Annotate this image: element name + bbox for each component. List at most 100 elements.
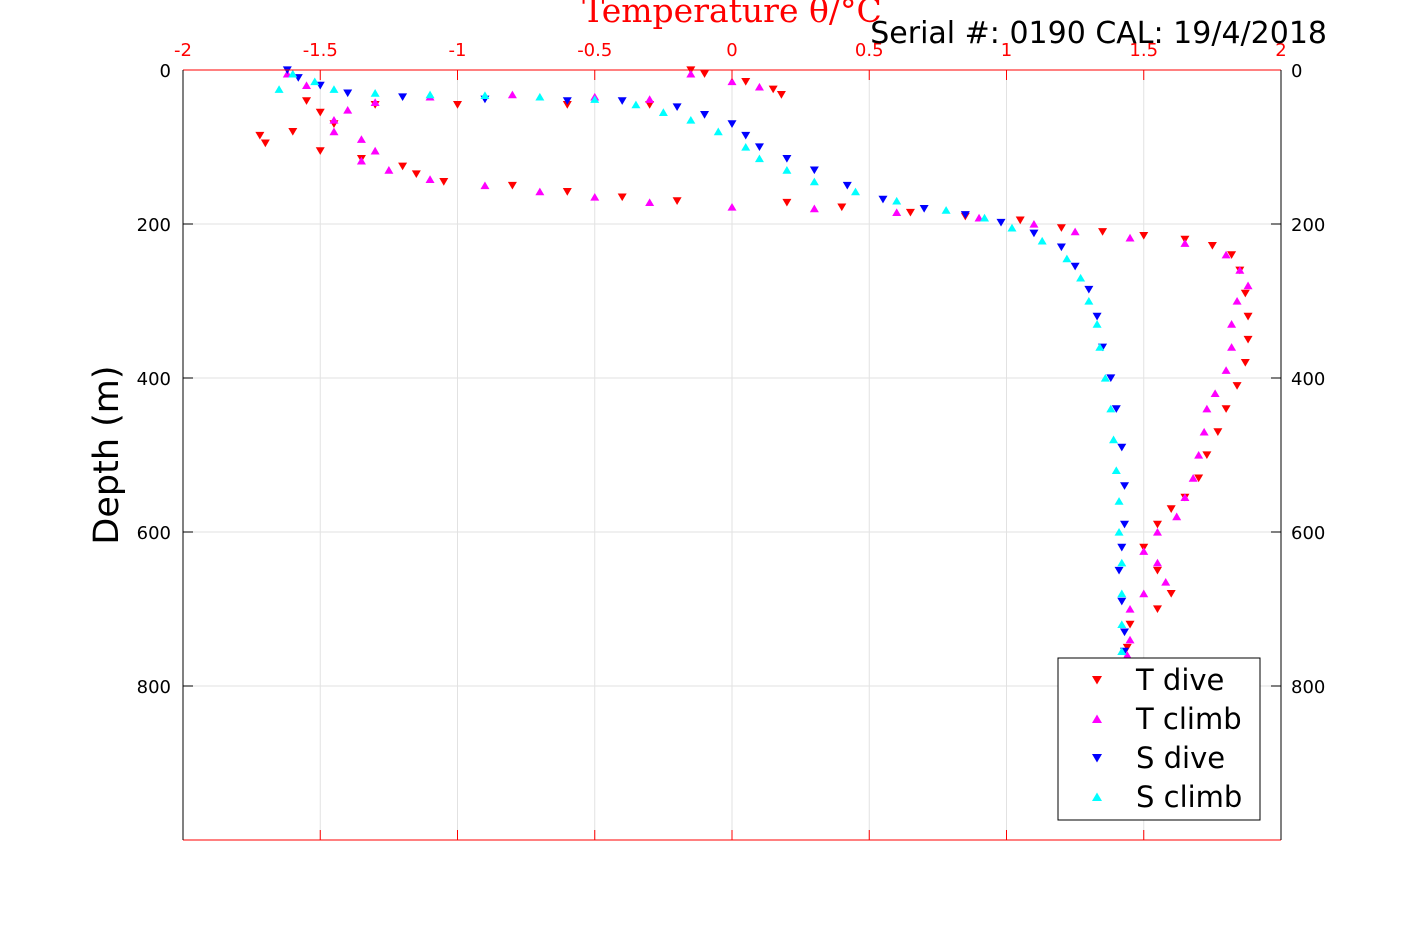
data-point-t-climb [329,116,339,124]
data-point-t-dive [1194,474,1204,483]
legend-label-t-climb: T climb [1135,702,1242,736]
data-point-s-dive [754,143,764,152]
data-point-t-climb [1227,343,1237,351]
data-point-t-dive [439,178,449,186]
data-point-s-climb [1117,647,1127,655]
data-point-t-climb [507,90,517,99]
data-point-s-climb [310,77,320,86]
data-point-s-climb [1117,620,1127,628]
y-tick-label-right: 400 [1291,369,1325,390]
data-point-t-climb [302,81,312,89]
x-tick-label: 1.5 [1129,40,1158,61]
data-point-t-climb [1029,219,1039,228]
data-point-t-dive [1125,620,1135,629]
data-point-t-climb [1188,474,1198,482]
data-point-s-dive [398,93,408,101]
data-point-s-climb [1084,296,1094,305]
data-point-s-climb [658,108,668,116]
data-point-t-climb [1194,450,1204,459]
x-tick-label: 2 [1275,40,1286,61]
data-point-t-climb [1232,296,1242,305]
data-point-t-dive [1207,241,1217,250]
data-point-t-climb [535,187,545,196]
data-point-t-climb [686,69,696,78]
legend-marker-s-climb [1092,792,1102,801]
data-point-s-dive [1111,405,1121,413]
data-point-t-climb [809,204,819,213]
data-point-s-dive [842,181,852,190]
data-point-t-climb [356,156,366,165]
data-point-s-climb [851,187,861,196]
legend-box [1057,657,1261,821]
data-point-t-dive [1152,566,1162,575]
x-tick-label: 0 [726,40,737,61]
data-point-t-dive [1166,590,1176,598]
legend-label-t-dive: T dive [1135,663,1224,697]
data-point-s-climb [1095,343,1105,351]
data-point-s-climb [809,177,819,186]
data-point-s-climb [1109,435,1119,444]
data-point-t-dive [1015,216,1025,225]
data-point-t-dive [302,97,312,105]
data-point-t-climb [727,77,737,86]
data-point-s-climb [1117,558,1127,567]
data-point-t-dive [1152,605,1162,614]
data-point-s-climb [980,213,990,222]
x-tick-label: 0.5 [855,40,884,61]
data-point-s-climb [480,91,490,100]
data-point-t-climb [1235,266,1245,274]
data-point-t-dive [1227,251,1237,259]
data-point-s-climb [288,69,298,78]
data-point-t-dive [1098,228,1108,236]
data-point-t-dive [1152,520,1162,529]
data-point-t-dive [672,197,682,205]
data-point-t-climb [480,181,490,190]
data-point-s-climb [754,154,764,163]
data-point-s-climb [1007,223,1017,232]
data-point-t-climb [329,127,339,136]
data-point-s-dive [1056,243,1066,252]
data-point-t-climb [384,166,394,174]
data-point-s-dive [1120,628,1130,637]
data-point-s-dive [878,195,888,204]
data-point-t-climb [1221,366,1231,374]
data-point-s-dive [1106,374,1116,383]
data-point-t-climb [370,146,380,155]
y-tick-label-right: 200 [1291,215,1325,236]
data-point-s-dive [562,97,572,105]
data-point-s-climb [1076,273,1086,282]
data-point-s-dive [1084,285,1094,294]
data-point-s-climb [1062,254,1072,263]
legend-label-s-climb: S climb [1136,780,1242,814]
data-point-s-climb [590,95,600,103]
data-point-s-climb [1092,320,1102,328]
data-point-s-climb [713,127,723,136]
data-point-t-climb [1227,320,1237,328]
data-point-s-climb [1100,373,1110,382]
data-point-t-climb [1139,589,1149,598]
data-point-t-dive [782,198,792,207]
data-point-t-climb [645,95,655,103]
serial-label: Serial #: 0190 CAL: 19/4/2018 [870,16,1327,51]
data-point-t-dive [905,208,915,217]
data-point-t-climb [1125,604,1135,613]
data-point-t-climb [1221,250,1231,259]
data-point-s-dive [741,131,751,140]
data-point-t-climb [1243,281,1253,290]
data-point-t-dive [1213,428,1223,436]
y-tick-label-right: 0 [1291,61,1302,82]
x-tick-label: -1 [449,40,467,61]
data-point-t-climb [1152,527,1162,536]
data-point-t-dive [411,170,421,178]
data-point-t-climb [892,208,902,217]
data-point-s-climb [1117,589,1127,598]
x-tick-label: -2 [174,40,192,61]
data-point-t-dive [255,131,265,140]
data-point-t-dive [1122,643,1132,652]
data-point-t-climb [1202,404,1212,413]
data-point-s-climb [1114,527,1124,536]
legend-marker-t-dive [1092,676,1102,685]
data-point-s-dive [996,218,1006,227]
data-point-s-climb [892,196,902,205]
